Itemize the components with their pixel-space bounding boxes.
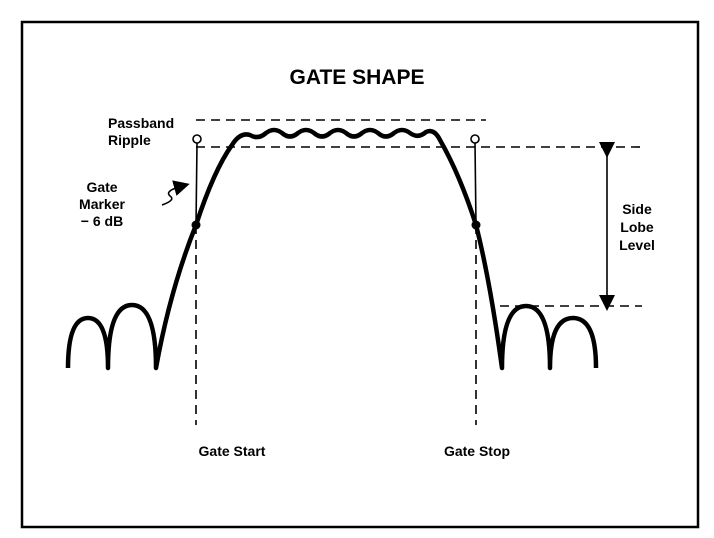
gate-stop-point: [471, 220, 481, 230]
gate-stop-marker: [474, 142, 477, 226]
title: GATE SHAPE: [290, 66, 425, 89]
frame: [20, 20, 700, 529]
side-label: Side: [622, 201, 652, 217]
gate-start-marker-head: [192, 134, 202, 144]
gate-curve: [65, 127, 599, 371]
marker-pointer: [161, 180, 190, 206]
gate-label: Gate: [86, 179, 117, 195]
gate-start-point: [191, 220, 201, 230]
ripple-label: Ripple: [108, 132, 151, 148]
gate-stop-label: Gate Stop: [444, 443, 510, 459]
gate-start-marker: [195, 142, 198, 226]
gate-stop-marker-head: [470, 134, 480, 144]
lobe-label: Lobe: [620, 219, 654, 235]
db-label: − 6 dB: [81, 213, 123, 229]
marker-label: Marker: [79, 196, 125, 212]
level-label: Level: [619, 237, 655, 253]
passband-label: Passband: [108, 115, 174, 131]
gate-start-label: Gate Start: [199, 443, 266, 459]
